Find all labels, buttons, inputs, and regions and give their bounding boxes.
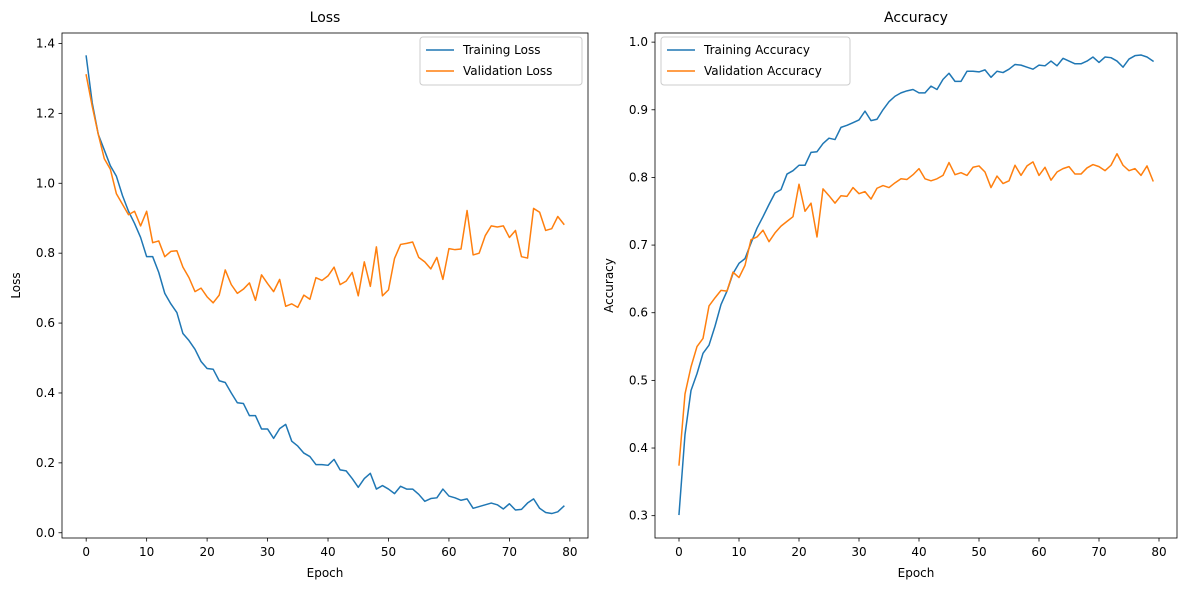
loss-chart-title: Loss <box>310 10 341 26</box>
accuracy-x-tick-label: 20 <box>791 545 806 559</box>
loss-y-axis-label: Loss <box>9 272 23 298</box>
accuracy-chart: 0 10 20 30 40 50 60 70 80 0.3 0.4 0.5 0.6 0.7 0.8 0.9 1.… <box>602 10 1178 580</box>
loss-x-axis-label: Epoch <box>307 566 344 580</box>
loss-axes-frame <box>61 32 589 539</box>
accuracy-x-tick-label: 50 <box>971 545 986 559</box>
loss-series-line-training <box>85 55 565 515</box>
loss-y-tick-label: 1.2 <box>36 106 55 120</box>
accuracy-x-tick-label: 70 <box>1091 545 1106 559</box>
loss-x-tick-label: 60 <box>441 545 456 559</box>
loss-y-tick-label: 0.8 <box>36 246 55 260</box>
loss-y-tick-label: 0.6 <box>36 316 55 330</box>
accuracy-y-tick-label: 1.0 <box>629 35 648 49</box>
loss-x-tick-label: 30 <box>260 545 275 559</box>
accuracy-legend: Training Accuracy Validation Accuracy <box>660 36 851 86</box>
accuracy-x-axis-label: Epoch <box>898 566 935 580</box>
accuracy-legend-box <box>660 36 851 86</box>
loss-legend-label-training: Training Loss <box>462 43 540 57</box>
loss-x-tick-label: 40 <box>320 545 335 559</box>
accuracy-series-line-training <box>678 54 1155 516</box>
accuracy-x-tick-label: 0 <box>675 545 683 559</box>
loss-chart: 0 10 20 30 40 50 60 70 80 0.0 0.2 0.4 0.6 0.8 1.0 1.2 1.… <box>9 10 589 580</box>
loss-x-tick-label: 20 <box>199 545 214 559</box>
accuracy-legend-label-training: Training Accuracy <box>703 43 810 57</box>
accuracy-y-axis-label: Accuracy <box>602 258 616 313</box>
accuracy-x-tick-label: 40 <box>911 545 926 559</box>
accuracy-x-tick-label: 10 <box>731 545 746 559</box>
accuracy-legend-label-validation: Validation Accuracy <box>704 64 822 78</box>
loss-legend-label-validation: Validation Loss <box>463 64 552 78</box>
loss-y-tick-label: 1.4 <box>36 36 55 50</box>
accuracy-y-tick-label: 0.3 <box>629 509 648 523</box>
loss-x-tick-label: 10 <box>139 545 154 559</box>
accuracy-y-tick-label: 0.9 <box>629 103 648 117</box>
loss-series-line-validation <box>85 74 565 309</box>
loss-y-tick-label: 1.0 <box>36 176 55 190</box>
loss-x-tick-label: 50 <box>381 545 396 559</box>
accuracy-x-tick-label: 80 <box>1151 545 1166 559</box>
accuracy-x-tick-label: 30 <box>851 545 866 559</box>
loss-y-tick-label: 0.4 <box>36 386 55 400</box>
accuracy-axes-frame <box>654 32 1178 539</box>
loss-x-tick-label: 70 <box>502 545 517 559</box>
loss-y-tick-label: 0.2 <box>36 456 55 470</box>
loss-y-tick-label: 0.0 <box>36 526 55 540</box>
loss-legend-box <box>419 36 583 86</box>
accuracy-y-tick-label: 0.5 <box>629 373 648 387</box>
loss-legend: Training Loss Validation Loss <box>419 36 583 86</box>
accuracy-y-tick-label: 0.4 <box>629 441 648 455</box>
accuracy-y-tick-label: 0.8 <box>629 170 648 184</box>
loss-x-tick-label: 80 <box>562 545 577 559</box>
accuracy-y-tick-label: 0.7 <box>629 238 648 252</box>
loss-x-tick-label: 0 <box>82 545 90 559</box>
accuracy-series-line-validation <box>678 153 1154 466</box>
accuracy-y-tick-label: 0.6 <box>629 306 648 320</box>
accuracy-x-tick-label: 60 <box>1031 545 1046 559</box>
accuracy-chart-title: Accuracy <box>884 10 948 26</box>
